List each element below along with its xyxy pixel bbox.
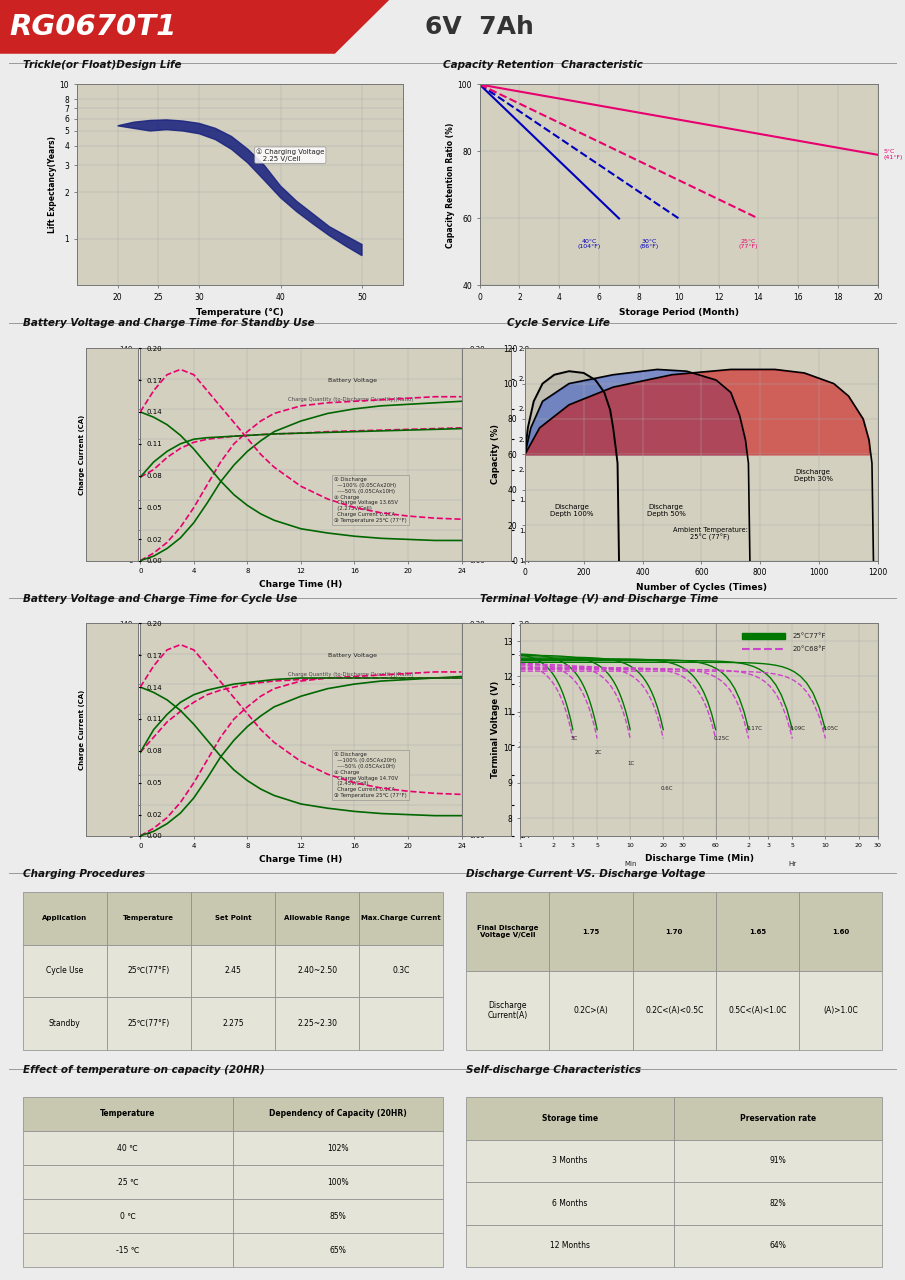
Text: Battery Voltage and Charge Time for Cycle Use: Battery Voltage and Charge Time for Cycl… — [23, 594, 297, 604]
X-axis label: Charge Time (H): Charge Time (H) — [260, 855, 342, 864]
X-axis label: Number of Cycles (Times): Number of Cycles (Times) — [636, 582, 767, 591]
Y-axis label: Charge Quantity (%): Charge Quantity (%) — [111, 413, 118, 495]
Y-axis label: Battery Voltage (V) /Per Cell: Battery Voltage (V) /Per Cell — [526, 673, 531, 786]
Text: 30°C
(86°F): 30°C (86°F) — [639, 238, 659, 250]
Text: 3C: 3C — [570, 736, 577, 741]
Text: Terminal Voltage (V) and Discharge Time: Terminal Voltage (V) and Discharge Time — [480, 594, 718, 604]
Text: Hr: Hr — [788, 860, 796, 867]
Text: Battery Voltage: Battery Voltage — [328, 653, 376, 658]
Text: 0.25C: 0.25C — [713, 736, 729, 741]
Y-axis label: Capacity Retention Ratio (%): Capacity Retention Ratio (%) — [446, 123, 454, 247]
Text: Effect of temperature on capacity (20HR): Effect of temperature on capacity (20HR) — [23, 1065, 264, 1075]
Text: Charging Procedures: Charging Procedures — [23, 869, 145, 879]
Text: 40°C
(104°F): 40°C (104°F) — [577, 238, 601, 250]
Text: Discharge
Depth 30%: Discharge Depth 30% — [794, 468, 833, 483]
Text: Discharge
Depth 100%: Discharge Depth 100% — [550, 504, 594, 517]
Polygon shape — [0, 0, 389, 54]
Polygon shape — [118, 120, 362, 256]
Y-axis label: Terminal Voltage (V): Terminal Voltage (V) — [491, 681, 500, 778]
Text: Self-discharge Characteristics: Self-discharge Characteristics — [466, 1065, 641, 1075]
Y-axis label: Charge Current (CA): Charge Current (CA) — [486, 690, 492, 769]
Y-axis label: Charge Quantity (%): Charge Quantity (%) — [111, 689, 118, 771]
Text: 25°C77°F: 25°C77°F — [792, 634, 825, 639]
Text: Capacity Retention  Characteristic: Capacity Retention Characteristic — [443, 60, 643, 70]
X-axis label: Temperature (°C): Temperature (°C) — [196, 307, 283, 316]
Text: ① Charging Voltage
   2.25 V/Cell: ① Charging Voltage 2.25 V/Cell — [256, 148, 325, 161]
Y-axis label: Lift Expectancy(Years): Lift Expectancy(Years) — [48, 137, 57, 233]
Text: 0.6C: 0.6C — [661, 786, 673, 791]
Text: Battery Voltage and Charge Time for Standby Use: Battery Voltage and Charge Time for Stan… — [23, 319, 314, 329]
Text: ① Discharge
  —100% (0.05CAx20H)
  ----50% (0.05CAx10H)
② Charge
  Charge Voltag: ① Discharge —100% (0.05CAx20H) ----50% (… — [334, 753, 407, 797]
Text: 6V  7Ah: 6V 7Ah — [425, 15, 534, 38]
Y-axis label: Charge Current (CA): Charge Current (CA) — [486, 415, 492, 494]
Text: Battery Voltage: Battery Voltage — [328, 378, 376, 383]
Text: Ambient Temperature:
25°C (77°F): Ambient Temperature: 25°C (77°F) — [672, 526, 748, 541]
Text: 0.09C: 0.09C — [790, 726, 806, 731]
Text: Discharge Current VS. Discharge Voltage: Discharge Current VS. Discharge Voltage — [466, 869, 706, 879]
Text: Discharge
Depth 50%: Discharge Depth 50% — [647, 504, 685, 517]
Y-axis label: Battery Voltage (V) /Per Cell: Battery Voltage (V) /Per Cell — [526, 398, 531, 511]
Text: 1C: 1C — [628, 762, 635, 765]
Text: Charge Quantity (to-Discharge Quantity)(Ratio): Charge Quantity (to-Discharge Quantity)(… — [288, 397, 413, 402]
X-axis label: Discharge Time (Min): Discharge Time (Min) — [644, 854, 754, 863]
Text: Charge Quantity (to-Discharge Quantity)(Ratio): Charge Quantity (to-Discharge Quantity)(… — [288, 672, 413, 677]
Text: 0.17C: 0.17C — [747, 726, 762, 731]
Text: 25°C
(77°F): 25°C (77°F) — [738, 238, 758, 250]
X-axis label: Storage Period (Month): Storage Period (Month) — [619, 307, 738, 316]
Y-axis label: Charge Current (CA): Charge Current (CA) — [79, 690, 84, 769]
Text: 20°C68°F: 20°C68°F — [792, 646, 825, 652]
Y-axis label: Charge Current (CA): Charge Current (CA) — [79, 415, 84, 494]
Text: Trickle(or Float)Design Life: Trickle(or Float)Design Life — [23, 60, 181, 70]
Text: 5°C
(41°F): 5°C (41°F) — [884, 150, 903, 160]
Y-axis label: Capacity (%): Capacity (%) — [491, 425, 500, 484]
Text: Cycle Service Life: Cycle Service Life — [507, 319, 610, 329]
Text: ① Discharge
  —100% (0.05CAx20H)
  ----50% (0.05CAx10H)
② Charge
  Charge Voltag: ① Discharge —100% (0.05CAx20H) ----50% (… — [334, 477, 407, 522]
Text: 0.05C: 0.05C — [823, 726, 839, 731]
X-axis label: Charge Time (H): Charge Time (H) — [260, 580, 342, 589]
Text: 2C: 2C — [595, 750, 602, 755]
Text: RG0670T1: RG0670T1 — [9, 13, 176, 41]
Text: Min: Min — [624, 860, 636, 867]
